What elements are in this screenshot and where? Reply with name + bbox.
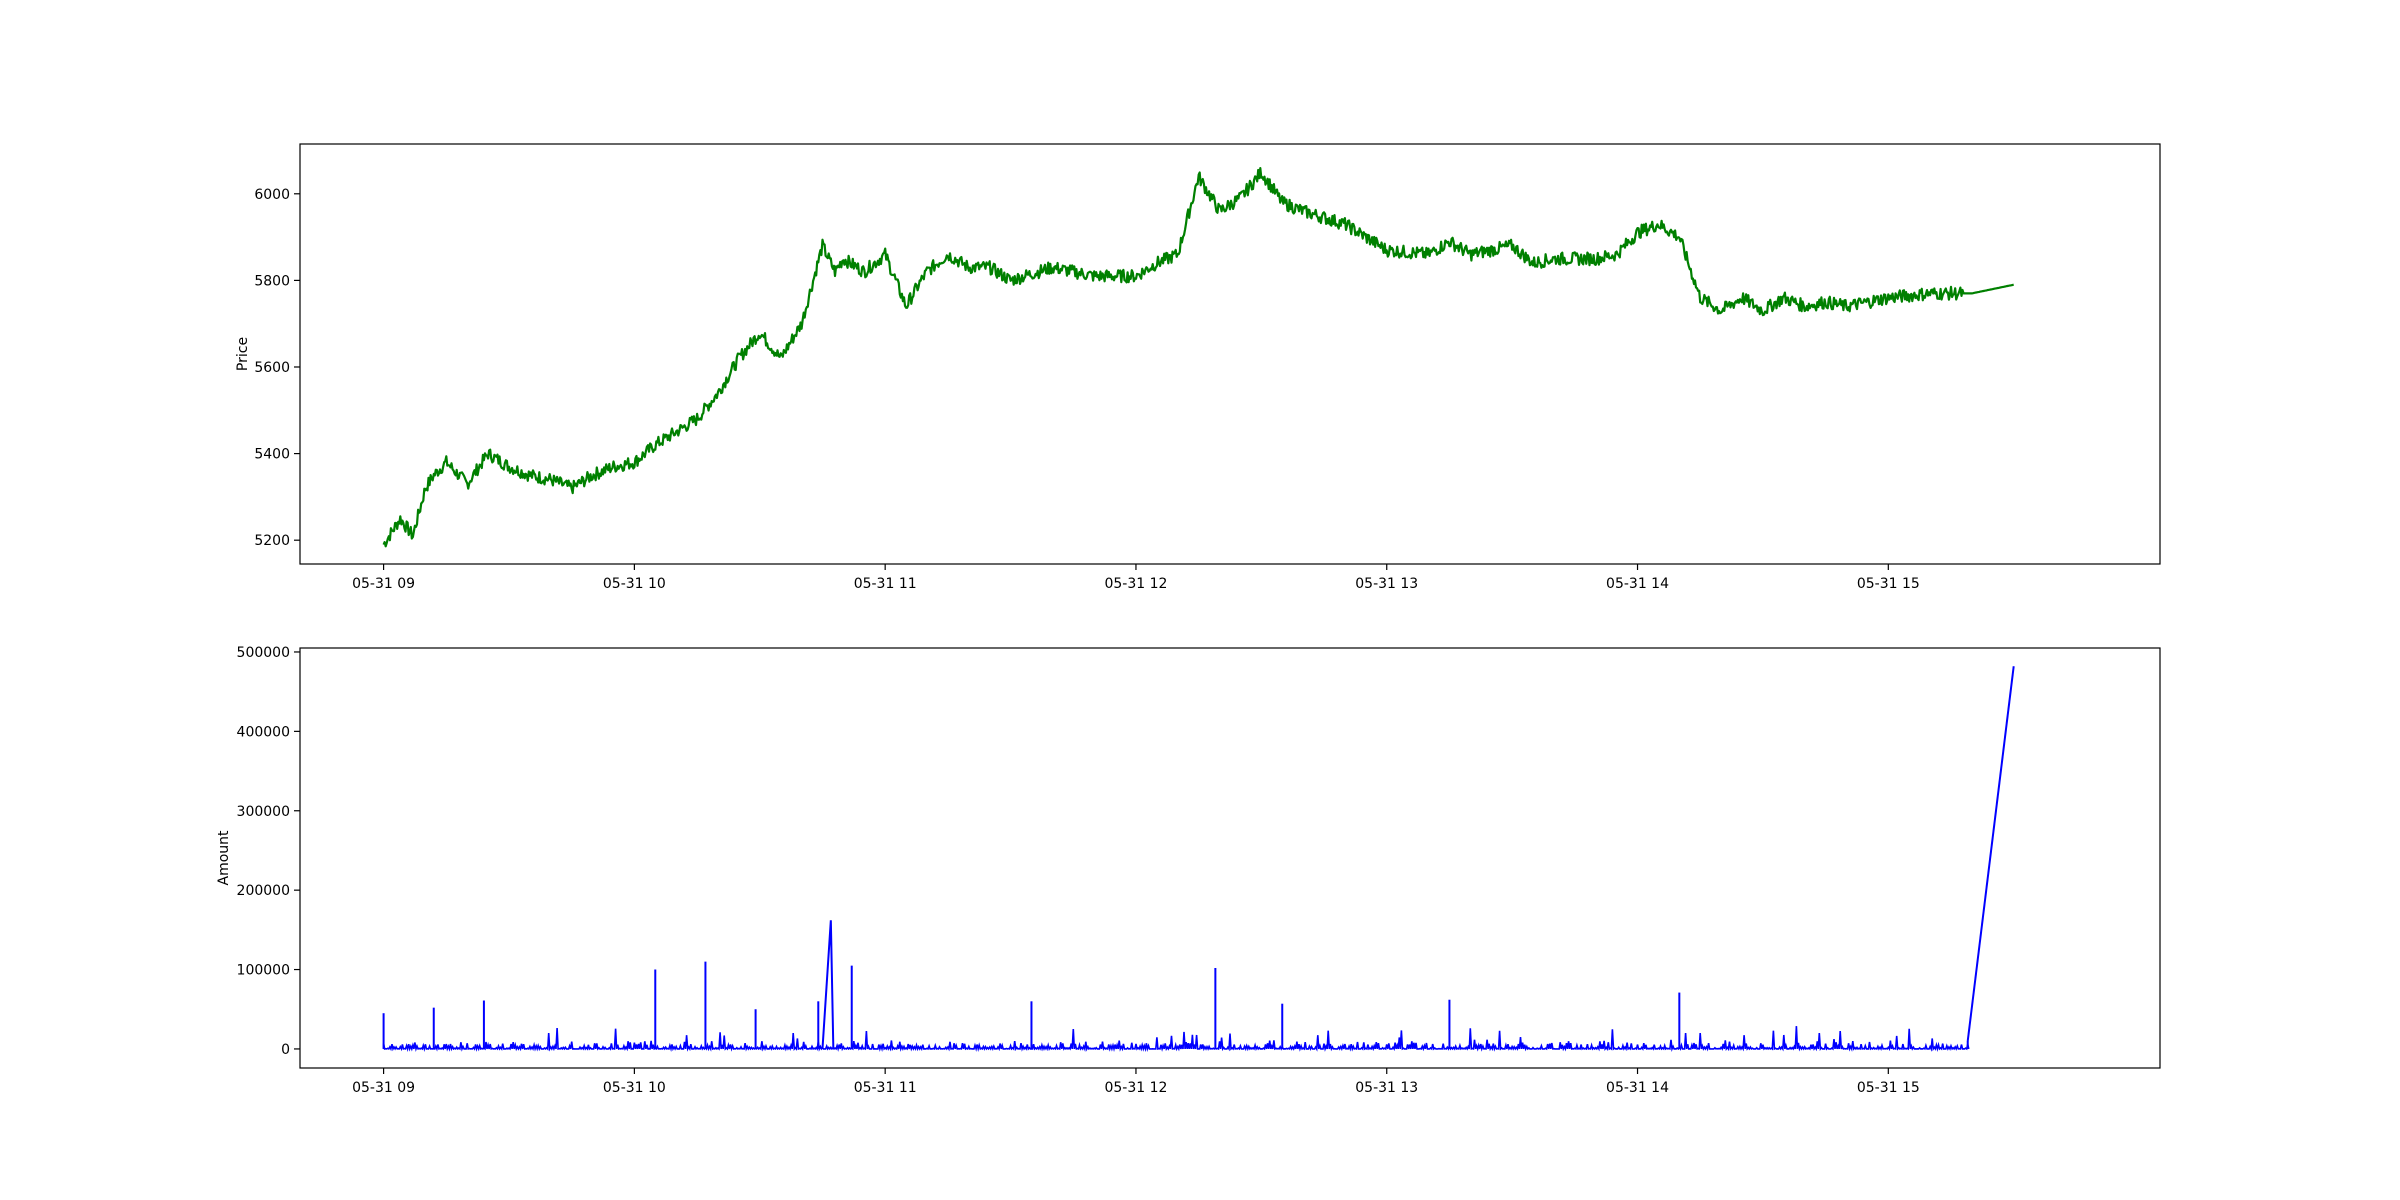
amount-data-point [1966, 666, 2015, 1042]
amount-y-axis-label: Amount [216, 830, 232, 886]
price-x-tick-label: 05-31 10 [603, 576, 666, 592]
price-series-line [382, 167, 2014, 548]
amount-spikes [382, 666, 2015, 1050]
price-x-tick-label: 05-31 11 [854, 576, 917, 592]
price-y-tick-label: 5600 [254, 360, 290, 376]
price-y-tick-label: 5400 [254, 447, 290, 463]
amount-y-tick-label: 300000 [237, 804, 290, 820]
amount-chart: 0 100000 200000 300000 400000 500000 05-31 09… [216, 645, 2161, 1096]
price-x-tick-label: 05-31 15 [1857, 576, 1920, 592]
price-y-tick-label: 5800 [254, 273, 290, 289]
price-x-tick-label: 05-31 09 [352, 576, 415, 592]
amount-x-tick-label: 05-31 11 [854, 1080, 917, 1096]
amount-baseline-noise [382, 1026, 1970, 1053]
amount-x-tick-label: 05-31 14 [1606, 1080, 1669, 1096]
amount-x-tick-label: 05-31 13 [1355, 1080, 1418, 1096]
amount-y-tick-label: 500000 [237, 645, 290, 661]
price-x-tick-label: 05-31 12 [1104, 576, 1167, 592]
price-y-axis-label: Price [235, 337, 251, 371]
amount-y-tick-label: 100000 [237, 963, 290, 979]
price-y-tick-label: 6000 [254, 187, 290, 203]
amount-y-tick-label: 0 [281, 1042, 290, 1058]
price-y-axis: 5200 5400 5600 5800 6000 [254, 187, 300, 549]
amount-x-tick-label: 05-31 09 [352, 1080, 415, 1096]
amount-y-axis: 0 100000 200000 300000 400000 500000 [237, 645, 300, 1058]
price-y-tick-label: 5200 [254, 533, 290, 549]
price-x-tick-label: 05-31 14 [1606, 576, 1669, 592]
amount-data-point [821, 920, 835, 1050]
amount-x-tick-label: 05-31 12 [1104, 1080, 1167, 1096]
amount-y-tick-label: 200000 [237, 883, 290, 899]
price-plot-frame [299, 143, 2161, 565]
price-x-tick-label: 05-31 13 [1355, 576, 1418, 592]
amount-y-tick-label: 400000 [237, 724, 290, 740]
amount-x-tick-label: 05-31 10 [603, 1080, 666, 1096]
amount-plot-frame [299, 647, 2161, 1069]
amount-x-axis: 05-31 09 05-31 10 05-31 11 05-31 12 05-31 13… [352, 1068, 1920, 1096]
amount-x-tick-label: 05-31 15 [1857, 1080, 1920, 1096]
price-x-axis: 05-31 09 05-31 10 05-31 11 05-31 12 05-31 13… [352, 564, 1920, 592]
